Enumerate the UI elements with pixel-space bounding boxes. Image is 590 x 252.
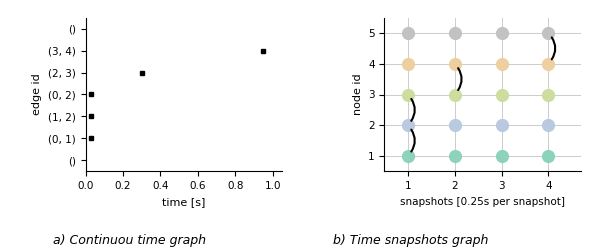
FancyArrowPatch shape [458,68,461,90]
Y-axis label: node id: node id [353,74,363,115]
FancyArrowPatch shape [411,99,415,121]
Text: b) Time snapshots graph: b) Time snapshots graph [333,234,489,247]
FancyArrowPatch shape [411,130,415,152]
X-axis label: snapshots [0.25s per snapshot]: snapshots [0.25s per snapshot] [401,197,565,207]
X-axis label: time [s]: time [s] [162,197,205,207]
Text: a) Continuou time graph: a) Continuou time graph [53,234,206,247]
Y-axis label: edge id: edge id [32,74,42,115]
FancyArrowPatch shape [552,37,555,59]
